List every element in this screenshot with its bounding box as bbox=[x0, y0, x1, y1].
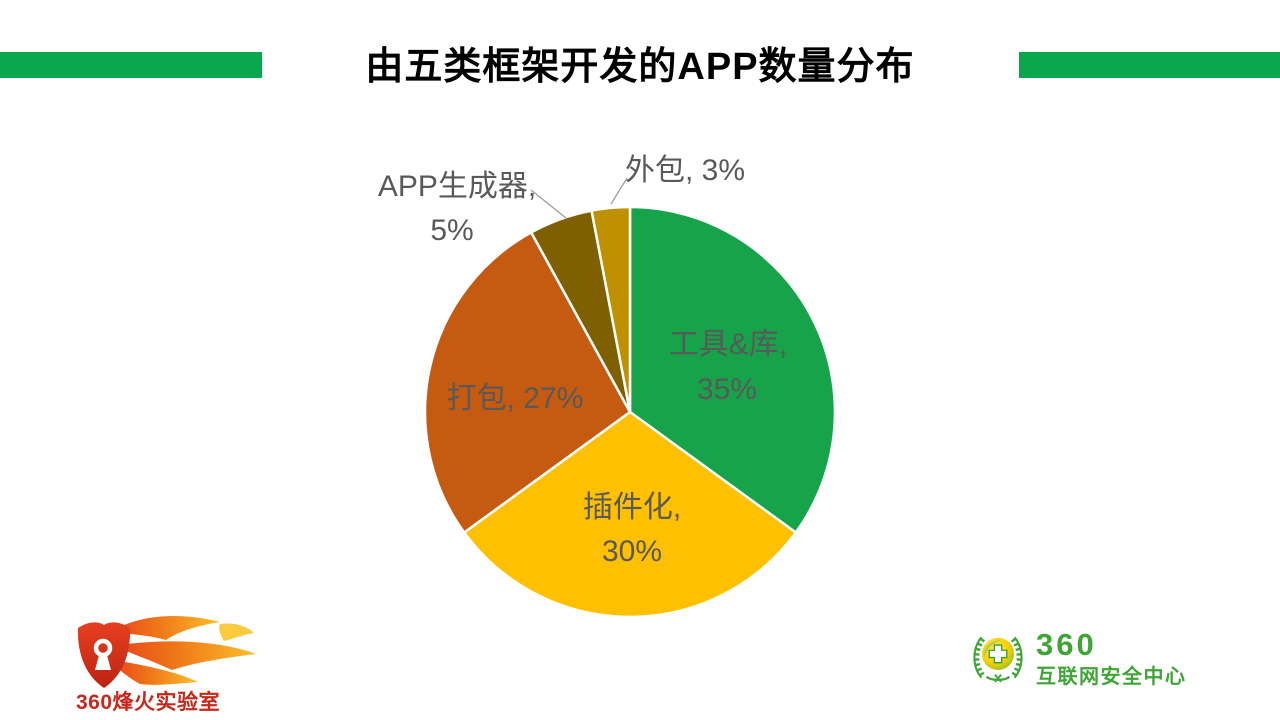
leader-line-app-generator bbox=[530, 189, 567, 219]
pie-label-tools-and-libs-line1: 工具&库, bbox=[669, 328, 787, 361]
keyhole-icon bbox=[93, 638, 113, 670]
left-logo: 360烽火实验室 bbox=[70, 610, 265, 720]
accent-bar-right bbox=[1019, 52, 1280, 78]
page-title: 由五类框架开发的APP数量分布 bbox=[365, 46, 915, 88]
pie-label-app-generator-line1: APP生成器, bbox=[378, 170, 536, 203]
pie-slice-repackaging bbox=[423, 231, 632, 534]
wreath-globe-icon bbox=[973, 636, 1023, 683]
leader-line-outsourcing bbox=[610, 177, 628, 205]
right-logo-name: 360 bbox=[1036, 627, 1097, 662]
pie-label-outsourcing: 外包, 3% bbox=[625, 154, 745, 187]
pie-slice-plugin bbox=[462, 410, 798, 619]
pie-slice-outsourcing bbox=[590, 205, 632, 414]
accent-bar-left bbox=[0, 52, 262, 78]
wreath-icon bbox=[973, 636, 1023, 683]
flame-icon bbox=[110, 616, 256, 685]
pie-label-plugin-line1: 插件化, bbox=[583, 491, 681, 524]
pie-label-app-generator-line2: 5% bbox=[430, 214, 473, 247]
globe-cross-icon bbox=[981, 637, 1015, 670]
left-logo-text: 360烽火实验室 bbox=[76, 691, 221, 714]
right-logo: 360 互联网安全中心 bbox=[970, 627, 1240, 697]
flame-shield-icon bbox=[77, 616, 256, 688]
pie-label-tools-and-libs-line2: 35% bbox=[697, 373, 757, 406]
shield-icon bbox=[77, 622, 131, 688]
pie-label-plugin-line2: 30% bbox=[602, 535, 662, 568]
pie-label-repackaging: 打包, 27% bbox=[447, 382, 584, 415]
right-logo-subtitle: 互联网安全中心 bbox=[1036, 666, 1187, 688]
pie-slice-tools-and-libs bbox=[628, 205, 837, 534]
